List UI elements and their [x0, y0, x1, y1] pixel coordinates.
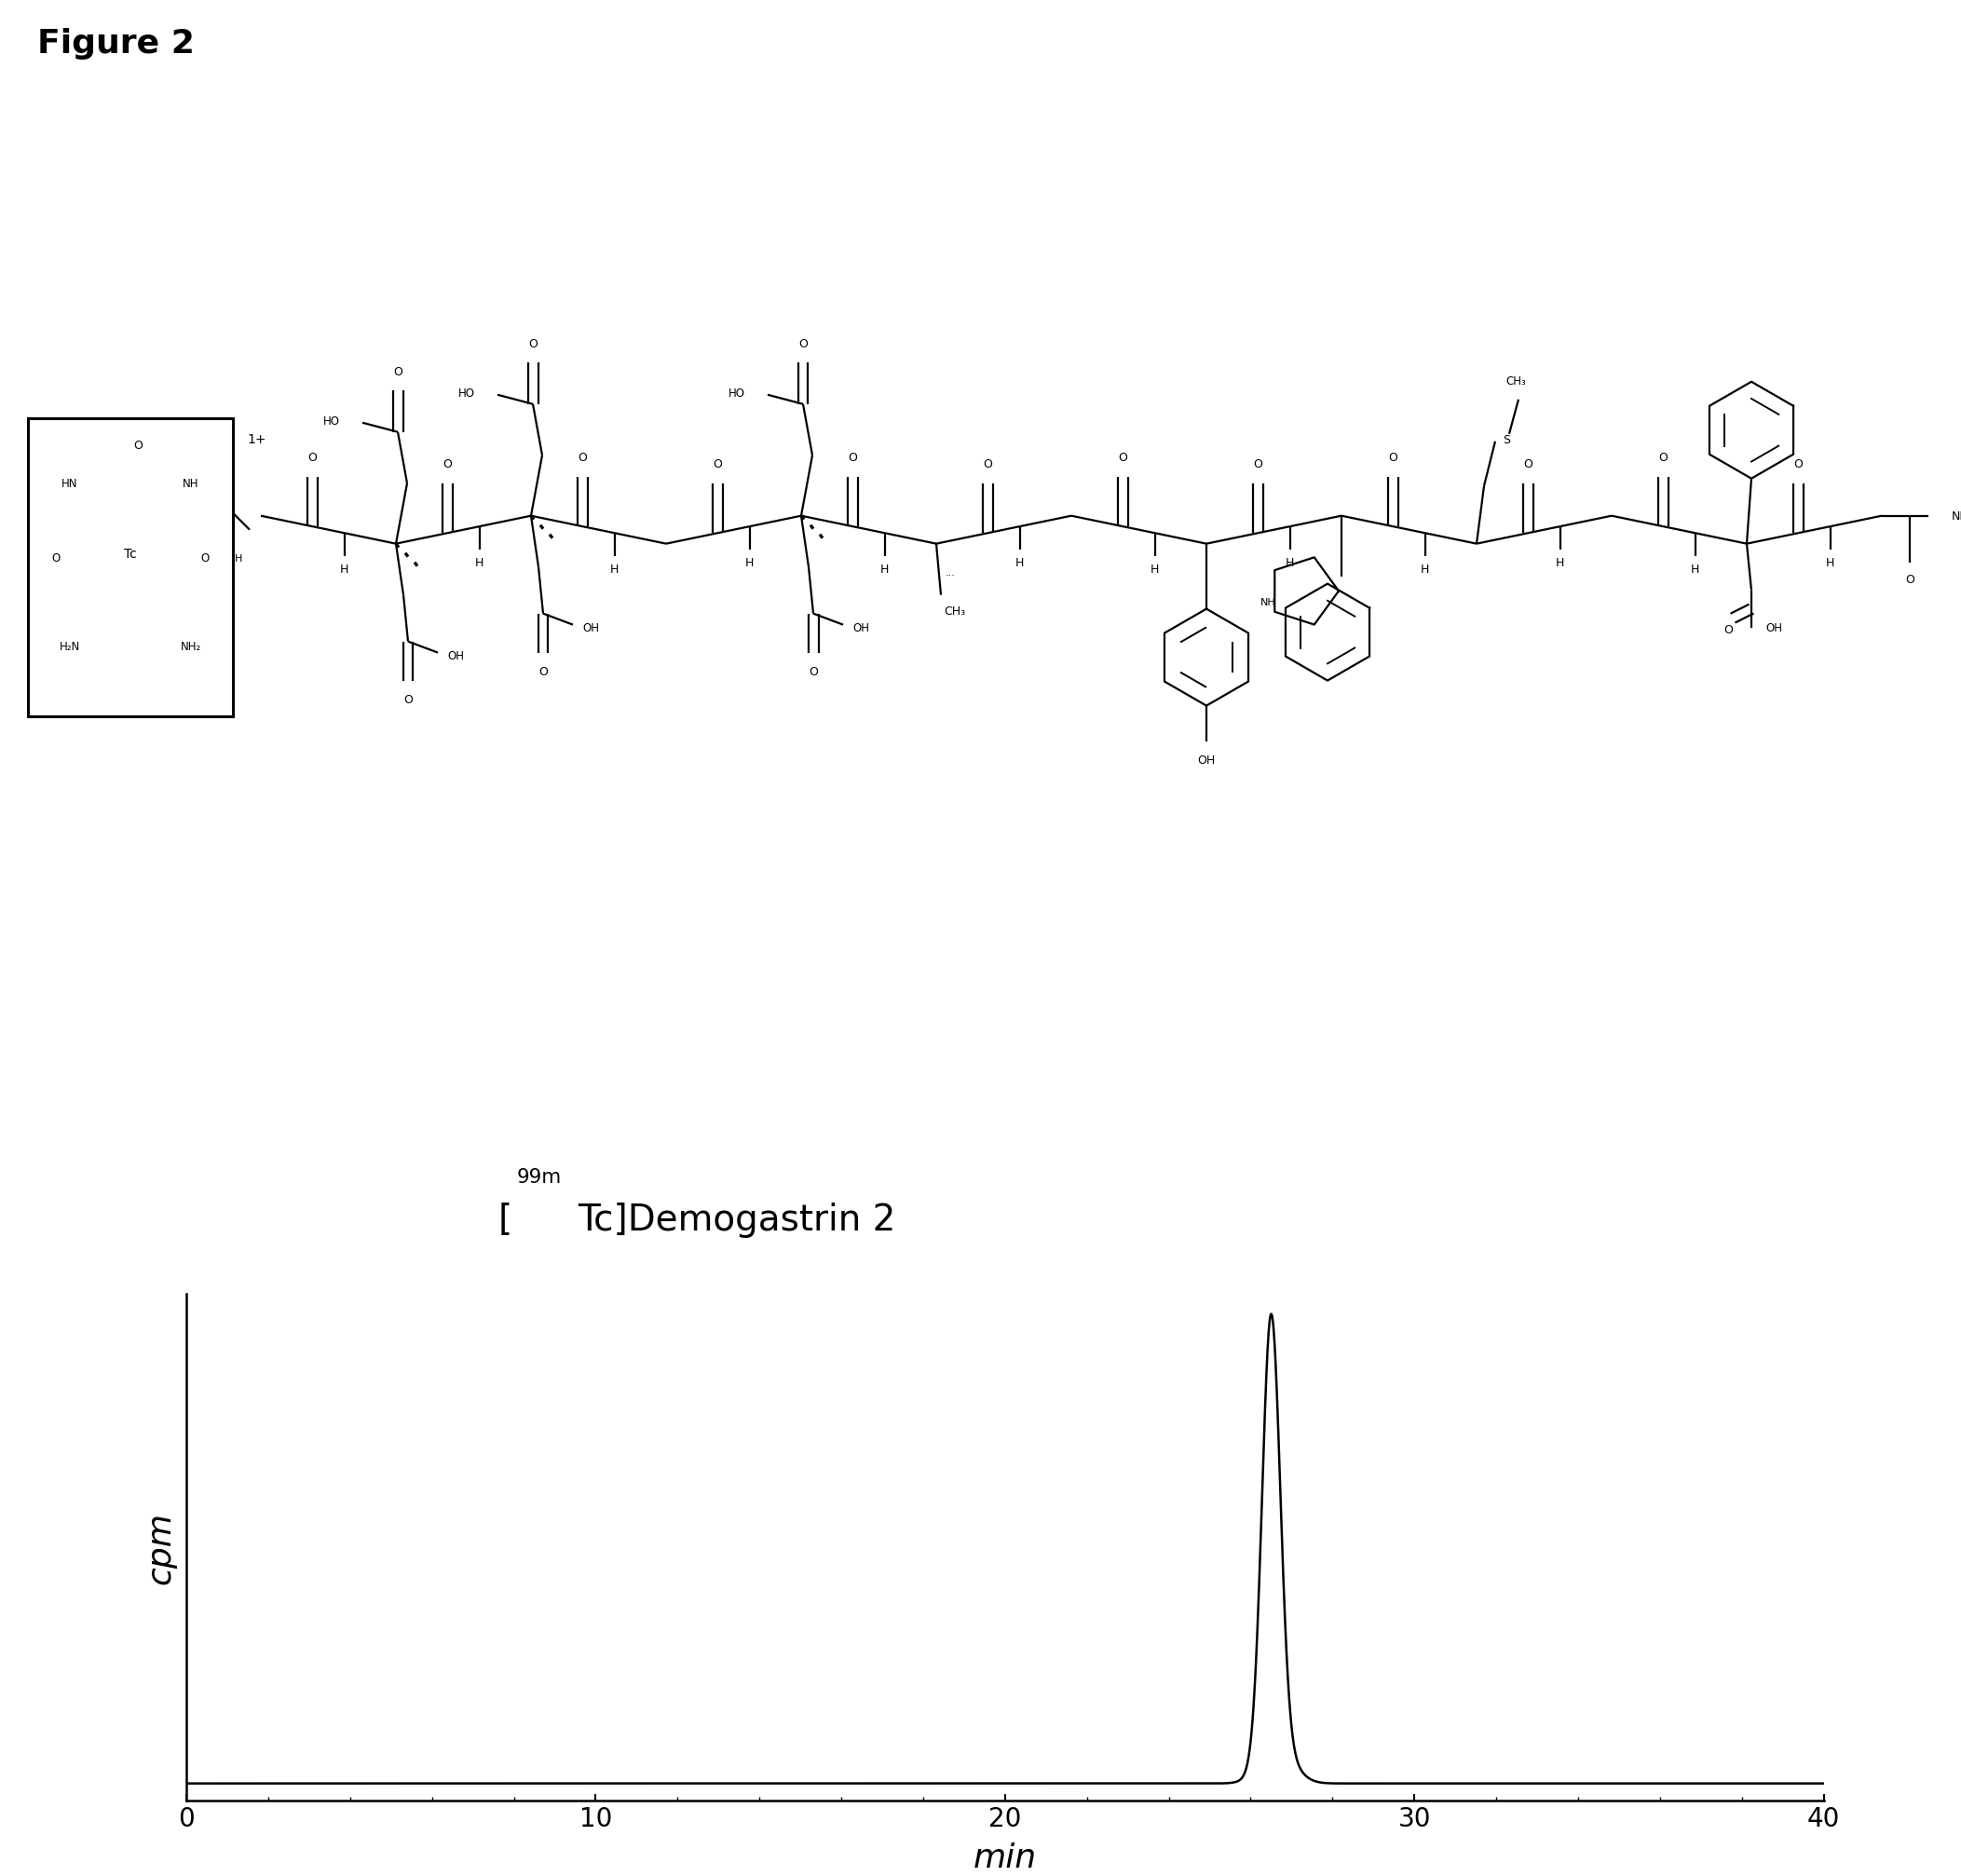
Text: O: O — [1724, 625, 1734, 636]
Text: H: H — [1016, 557, 1024, 568]
Text: O: O — [1794, 458, 1802, 471]
Text: O: O — [847, 452, 857, 463]
Text: O: O — [404, 694, 412, 705]
X-axis label: min: min — [973, 1842, 1037, 1874]
Text: OH: OH — [853, 623, 869, 634]
Text: H: H — [745, 557, 755, 568]
Text: OH: OH — [582, 623, 598, 634]
Text: H: H — [1286, 557, 1294, 568]
Text: NH: NH — [1261, 598, 1277, 608]
Text: O: O — [1659, 452, 1667, 463]
Text: HO: HO — [324, 415, 339, 428]
Text: OH: OH — [1765, 623, 1783, 634]
Text: O: O — [712, 458, 722, 471]
Text: NH₂: NH₂ — [1951, 510, 1961, 523]
Text: H: H — [339, 563, 349, 576]
Text: O: O — [528, 338, 537, 351]
Text: O: O — [133, 439, 143, 452]
Text: O: O — [808, 666, 818, 677]
Text: O: O — [394, 366, 402, 379]
Text: HO: HO — [459, 388, 475, 400]
Text: O: O — [539, 666, 547, 677]
Text: O: O — [578, 452, 586, 463]
Text: ...: ... — [945, 568, 955, 578]
Text: H: H — [1826, 557, 1835, 568]
Text: 1+: 1+ — [247, 433, 267, 446]
Text: O: O — [1388, 452, 1398, 463]
Text: O: O — [308, 452, 318, 463]
Text: O: O — [798, 338, 808, 351]
Text: H: H — [1555, 557, 1565, 568]
Text: O: O — [1524, 458, 1532, 471]
Y-axis label: cpm: cpm — [145, 1512, 176, 1583]
Text: O: O — [1253, 458, 1263, 471]
Text: Tc]Demogastrin 2: Tc]Demogastrin 2 — [578, 1203, 896, 1236]
Text: H₂N: H₂N — [59, 640, 80, 653]
Text: [: [ — [498, 1203, 512, 1236]
Text: H: H — [610, 563, 620, 576]
Text: Figure 2: Figure 2 — [37, 28, 194, 60]
Text: CH₃: CH₃ — [1506, 375, 1526, 388]
Text: H: H — [1151, 563, 1159, 576]
Text: CH₃: CH₃ — [943, 606, 965, 617]
Text: Tc: Tc — [124, 548, 137, 561]
Text: O: O — [200, 552, 210, 565]
Bar — [27, 418, 233, 717]
Text: OH: OH — [1198, 754, 1216, 765]
Text: NH₂: NH₂ — [180, 640, 202, 653]
Text: HN: HN — [61, 478, 78, 490]
Text: HO: HO — [728, 388, 745, 400]
Text: H: H — [475, 557, 484, 568]
Text: O: O — [51, 552, 61, 565]
Text: O: O — [1906, 574, 1914, 585]
Text: NH: NH — [182, 478, 200, 490]
Text: H: H — [1422, 563, 1430, 576]
Text: O: O — [982, 458, 992, 471]
Text: O: O — [443, 458, 451, 471]
Text: OH: OH — [447, 649, 465, 662]
Text: H: H — [880, 563, 888, 576]
Text: S: S — [1502, 433, 1510, 446]
Text: 99m: 99m — [518, 1169, 563, 1186]
Text: O: O — [1118, 452, 1128, 463]
Text: H: H — [235, 553, 243, 563]
Text: H: H — [1690, 563, 1700, 576]
